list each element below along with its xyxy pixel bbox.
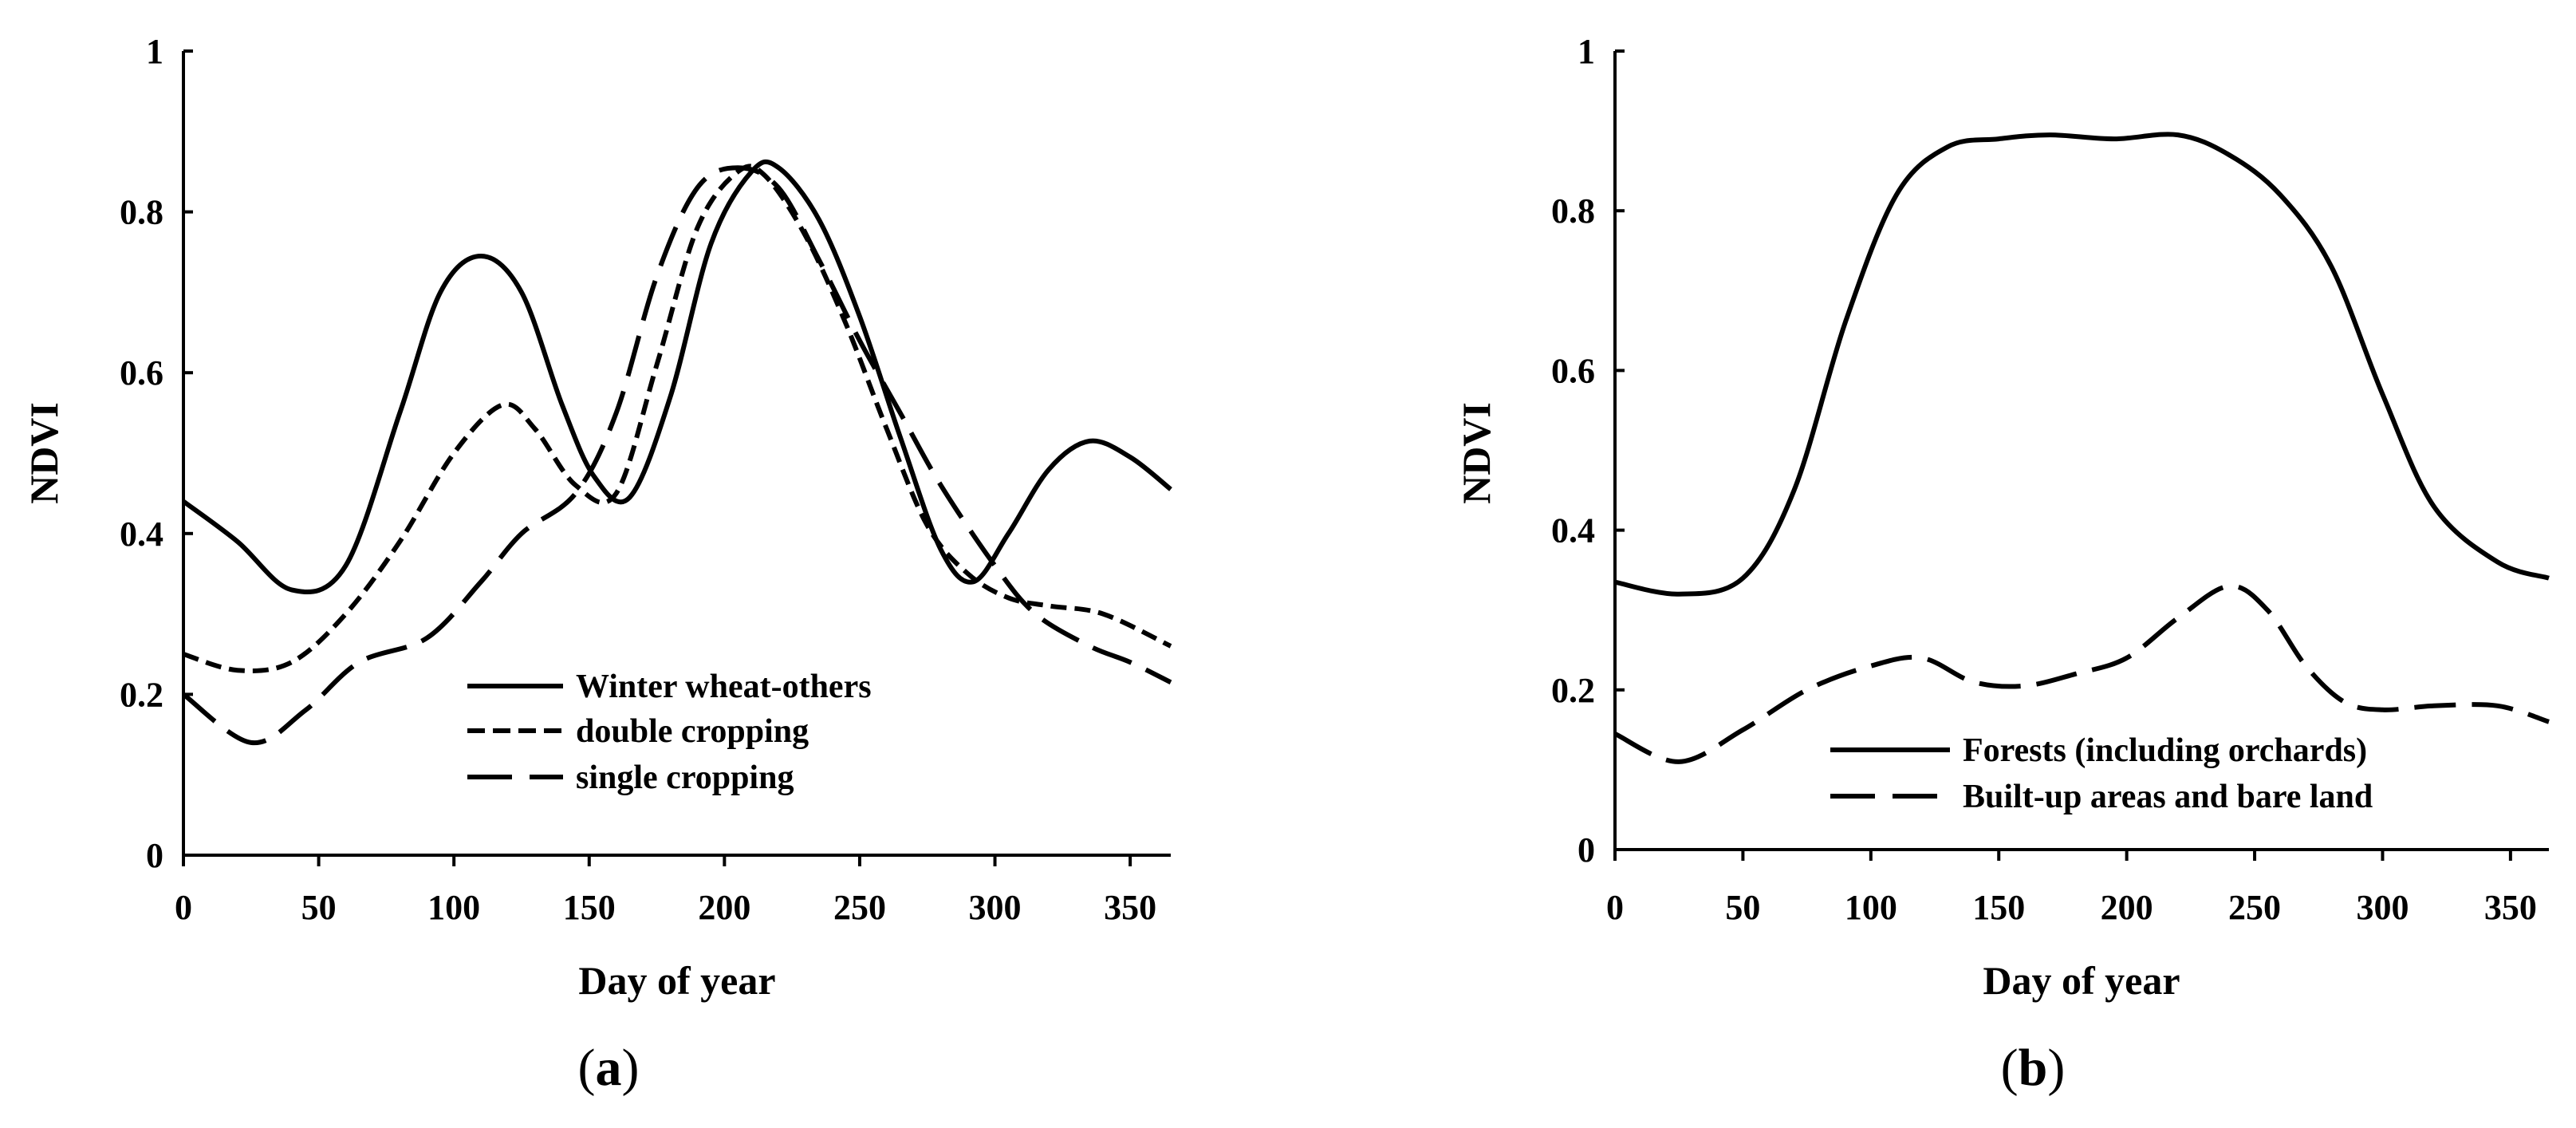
y-axis-title: NDVI	[1454, 402, 1499, 504]
y-axis-title: NDVI	[22, 402, 66, 504]
x-tick-label: 150	[1972, 888, 2025, 927]
legend-label: Winter wheat-others	[576, 669, 872, 705]
x-tick-label: 250	[833, 888, 886, 927]
x-tick-label: 200	[698, 888, 750, 927]
series-line	[182, 159, 1172, 595]
y-tick-label: 1	[146, 32, 163, 71]
x-axis-title: Day of year	[578, 958, 775, 1003]
legend-label: double cropping	[576, 713, 809, 750]
panel-label: (b)	[2001, 1039, 2066, 1097]
x-tick-label: 100	[1845, 888, 1897, 927]
y-tick-label: 0.6	[120, 353, 163, 392]
x-tick-label: 50	[301, 888, 337, 927]
y-tick-label: 1	[1578, 32, 1595, 71]
y-tick-label: 0.6	[1551, 351, 1595, 390]
y-tick-label: 0.8	[120, 193, 163, 232]
panel-b: 0 0.2 0.4 0.6 0.8 1 0 50 100 150 200 250 300 350 Day o…	[1454, 32, 2550, 1097]
series-line	[1614, 132, 2550, 597]
x-tick-label: 50	[1725, 888, 1760, 927]
y-tick-label: 0.4	[120, 515, 163, 554]
y-tick-label: 0	[1578, 830, 1595, 870]
x-tick-label: 150	[563, 888, 616, 927]
x-tick-label: 300	[2356, 888, 2409, 927]
x-tick-label: 250	[2228, 888, 2281, 927]
x-axis-title: Day of year	[1983, 958, 2180, 1003]
y-tick-label: 0.4	[1551, 511, 1595, 550]
y-tick-label: 0.2	[1551, 671, 1595, 710]
panel-a: 0 0.2 0.4 0.6 0.8 1 0 50 100 150 200 250 300 350 Day o…	[22, 32, 1172, 1097]
y-tick-label: 0.2	[120, 675, 163, 714]
y-tick-label: 0	[146, 836, 163, 875]
x-tick-label: 350	[2484, 888, 2537, 927]
series-line	[182, 165, 1172, 746]
x-tick-label: 0	[175, 888, 192, 927]
y-tick-label: 0.8	[1551, 191, 1595, 231]
legend-label: Forests (including orchards)	[1963, 732, 2367, 769]
x-tick-label: 300	[969, 888, 1022, 927]
series-line	[183, 164, 1172, 673]
series-line	[1613, 583, 2550, 764]
legend-label: single cropping	[576, 759, 794, 796]
x-tick-label: 350	[1104, 888, 1156, 927]
x-tick-label: 100	[427, 888, 480, 927]
panel-label: (a)	[578, 1039, 640, 1097]
legend-label: Built-up areas and bare land	[1963, 779, 2373, 815]
x-tick-label: 0	[1606, 888, 1624, 927]
x-tick-label: 200	[2101, 888, 2153, 927]
